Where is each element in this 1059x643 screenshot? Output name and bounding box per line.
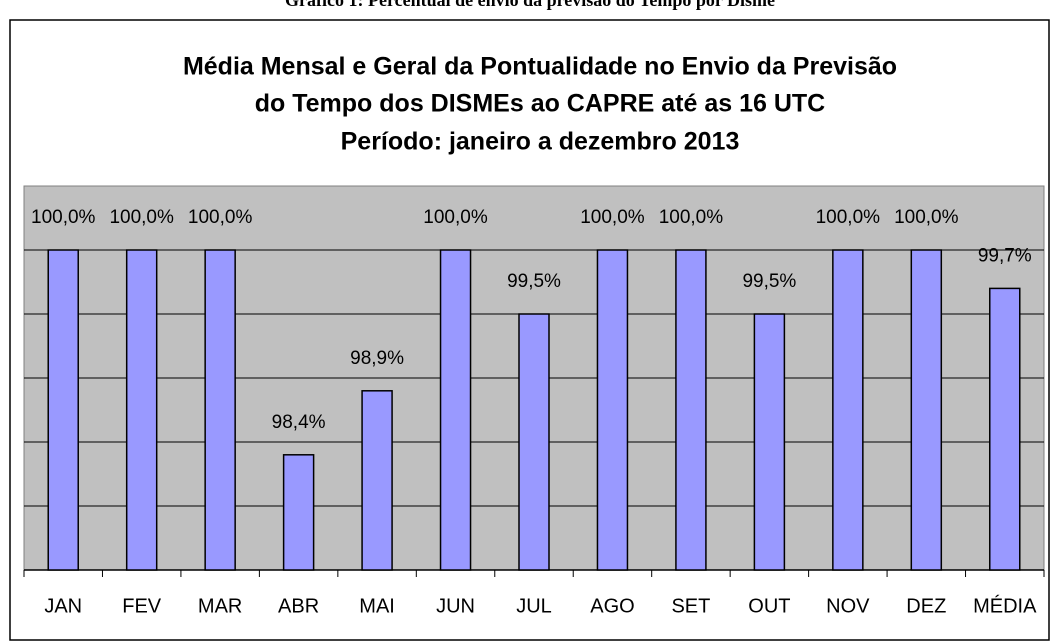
data-label: 100,0% <box>31 207 96 228</box>
bar <box>125 249 158 571</box>
data-label: 99,5% <box>507 271 561 292</box>
x-tick-label: MAI <box>359 595 395 617</box>
bar <box>361 390 393 571</box>
data-label: 99,7% <box>978 245 1032 266</box>
bar <box>832 249 864 571</box>
x-tick-label: FEV <box>122 595 162 617</box>
bar <box>518 313 550 571</box>
data-label: 99,5% <box>742 271 796 292</box>
data-label: 100,0% <box>580 207 645 228</box>
bar <box>47 249 79 571</box>
x-tick-label: NOV <box>826 595 870 617</box>
bar <box>439 249 472 571</box>
data-label: 100,0% <box>188 207 253 228</box>
x-tick-label: SET <box>671 595 710 617</box>
x-tick-label: ABR <box>278 595 319 617</box>
x-tick-label: OUT <box>748 595 790 617</box>
bar <box>989 287 1021 571</box>
data-label: 100,0% <box>816 207 881 228</box>
x-tick-label: MÉDIA <box>973 594 1037 617</box>
data-label: 98,4% <box>272 412 326 433</box>
x-tick-label: MAR <box>198 595 242 617</box>
bar <box>910 249 943 571</box>
x-tick-label: JUL <box>516 595 552 617</box>
chart-title: do Tempo dos DISMEs ao CAPRE até as 16 U… <box>255 90 825 118</box>
bar <box>204 249 236 571</box>
bar <box>753 313 786 571</box>
bar <box>675 249 707 571</box>
data-label: 100,0% <box>659 207 724 228</box>
chart-title: Média Mensal e Geral da Pontualidade no … <box>183 53 897 81</box>
x-tick-label: JUN <box>436 595 475 617</box>
x-tick-label: DEZ <box>906 595 946 617</box>
bar <box>596 249 629 571</box>
data-label: 100,0% <box>423 207 488 228</box>
data-label: 100,0% <box>109 207 174 228</box>
data-label: 100,0% <box>894 207 959 228</box>
x-tick-label: JAN <box>44 595 82 617</box>
x-tick-label: AGO <box>590 595 634 617</box>
caption: Gráfico 1: Percentual de envio da previs… <box>285 0 775 10</box>
bar <box>282 454 315 571</box>
chart-title: Período: janeiro a dezembro 2013 <box>341 128 740 156</box>
data-label: 98,9% <box>350 348 404 369</box>
